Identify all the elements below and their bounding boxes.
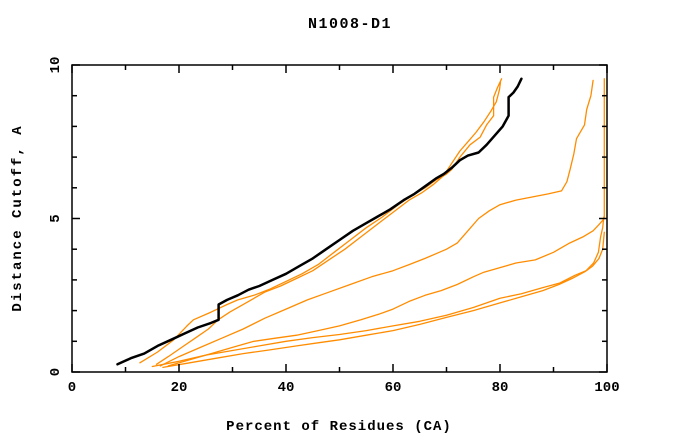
x-tick-label: 60 — [385, 380, 402, 396]
x-tick-label: 80 — [492, 380, 509, 396]
y-axis-label: Distance Cutoff, A — [10, 124, 26, 311]
x-tick-label: 100 — [594, 380, 619, 396]
series-line-orange-curve-5 — [151, 216, 605, 368]
series-line-orange-curve-1 — [139, 78, 503, 364]
series-line-orange-curve-6 — [162, 231, 605, 369]
series-line-orange-curve-4 — [167, 78, 605, 367]
y-tick-label: 0 — [48, 368, 64, 376]
x-tick-label: 40 — [278, 380, 295, 396]
series-line-black-highlight-curve — [116, 77, 523, 366]
y-tick-label: 10 — [48, 57, 64, 74]
plot-area: 0 20 40 60 80 100 0 5 10 — [48, 57, 620, 396]
chart-title: N1008-D1 — [308, 16, 392, 33]
series-line-orange-curve-2 — [155, 81, 502, 365]
x-axis-label: Percent of Residues (CA) — [226, 419, 452, 435]
x-tick-label: 0 — [68, 380, 76, 396]
x-tick-label: 20 — [171, 380, 188, 396]
series-line-orange-curve-3 — [159, 79, 594, 367]
y-tick-label: 5 — [48, 214, 64, 222]
